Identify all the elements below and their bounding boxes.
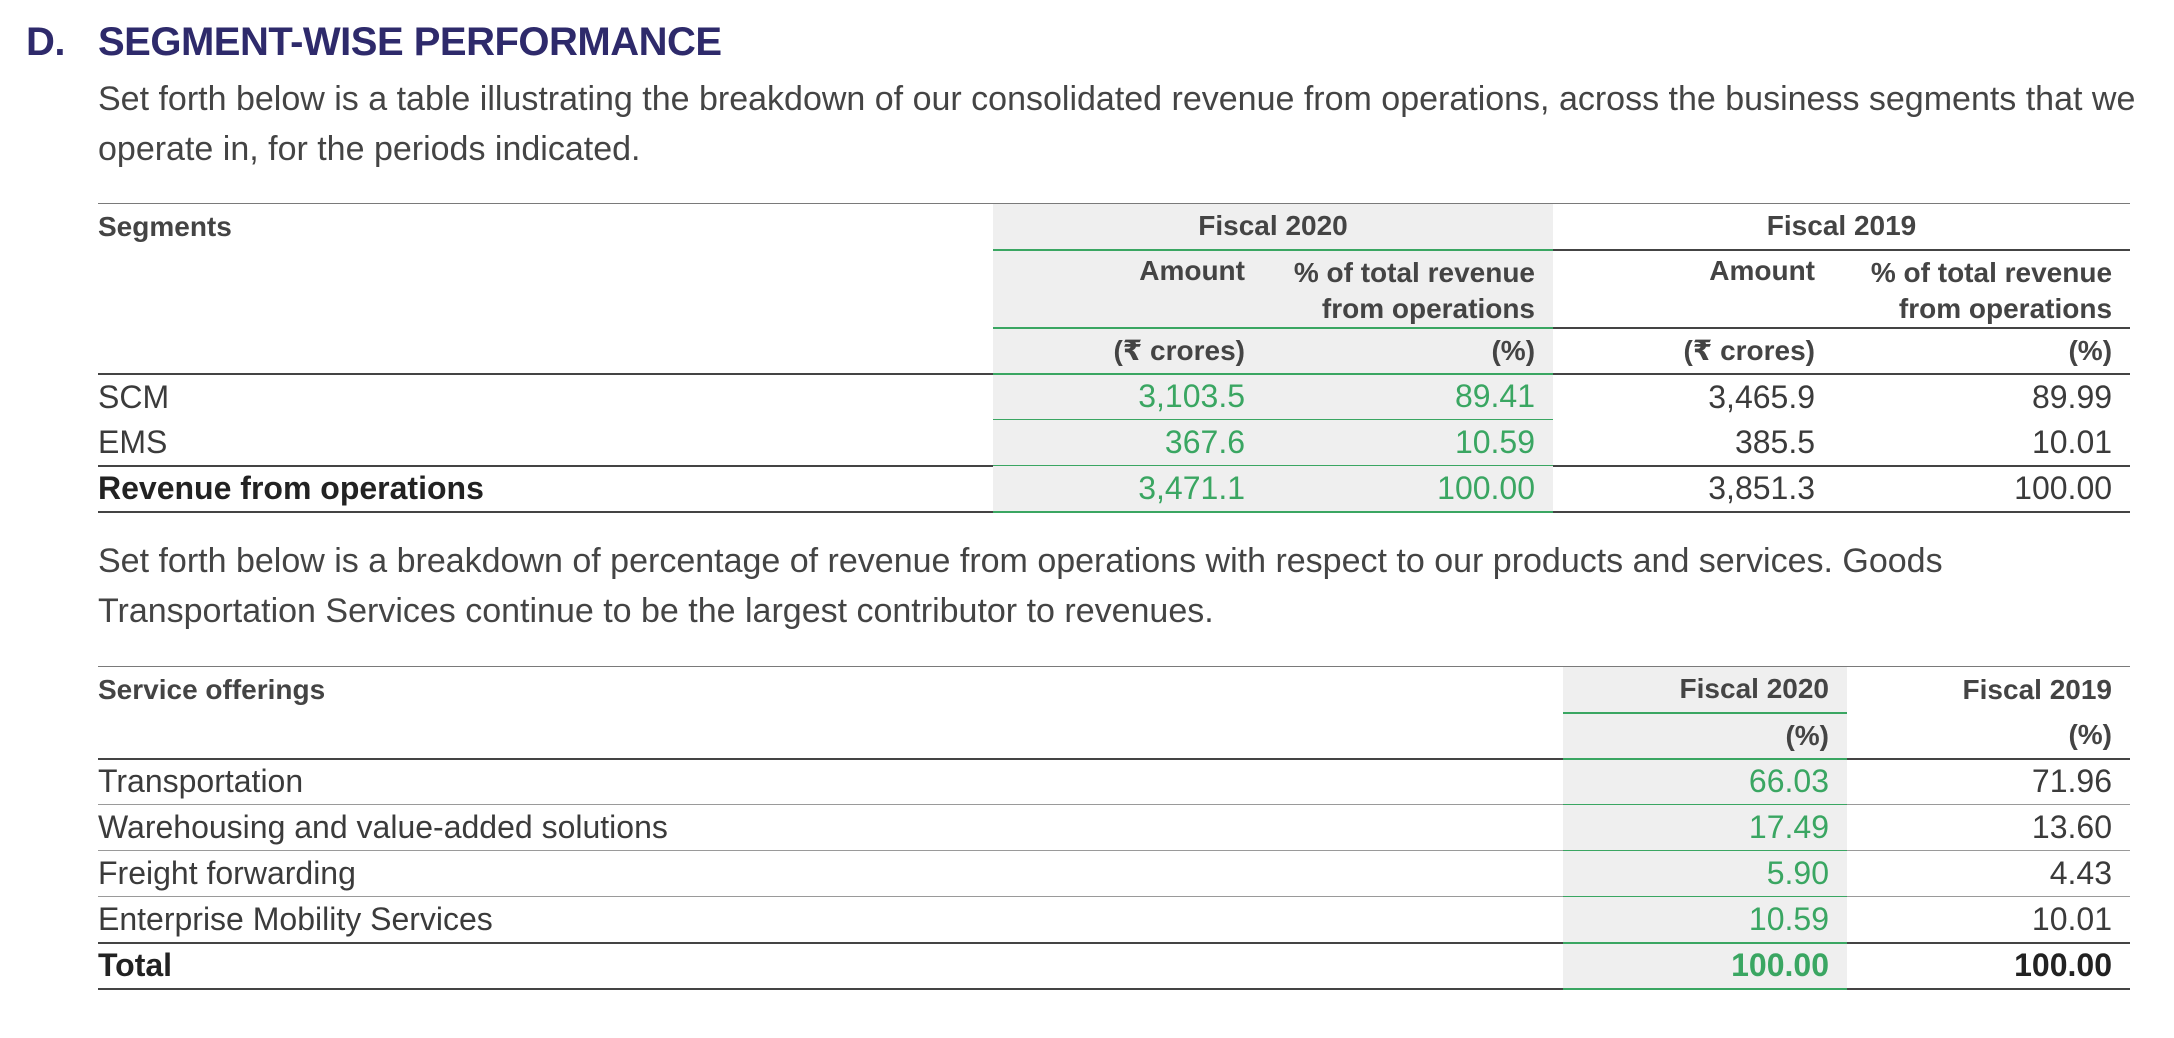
table-row: EMS 367.6 10.59 385.5 10.01 (98, 419, 2131, 467)
fiscal-2020-header: Fiscal 2020 (1563, 666, 1847, 714)
row-label: Warehousing and value-added solutions (98, 804, 1563, 851)
unit-2019: (%) (1847, 712, 2130, 760)
total-pct-2019: 100.00 (1833, 465, 2131, 513)
row-pct-2020: 10.59 (1263, 419, 1554, 466)
table-row: Freight forwarding 5.90 4.43 (98, 850, 2130, 897)
table-row: Transportation 66.03 71.96 (98, 758, 2130, 805)
unit-amount-2020: (₹ crores) (993, 327, 1263, 375)
total-amount-2019: 3,851.3 (1553, 465, 1834, 513)
units-row: (%) (%) (98, 712, 2130, 760)
service-paragraph: Set forth below is a breakdown of percen… (98, 542, 1943, 630)
total-row: Revenue from operations 3,471.1 100.00 3… (98, 465, 2131, 513)
pct-2020-line1: % of total revenue (1293, 256, 1536, 288)
row-label: SCM (98, 378, 170, 415)
row-label: Transportation (98, 758, 1563, 805)
pct-2019-line1: % of total revenue (1870, 256, 2113, 288)
row-pct-2020: 5.90 (1563, 850, 1847, 897)
section-letter: D. (26, 20, 66, 64)
fiscal-2019-header: Fiscal 2019 (1847, 666, 2130, 713)
row-amount-2020: 367.6 (993, 419, 1263, 466)
row-pct-2020: 89.41 (1263, 373, 1554, 420)
table-header-row: Segments Fiscal 2020 Fiscal 2019 (98, 203, 2131, 251)
table-row: SCM 3,103.5 89.41 3,465.9 89.99 (98, 373, 2130, 420)
total-pct-2020: 100.00 (1563, 942, 1847, 990)
row-amount-2020: 3,103.5 (993, 373, 1263, 420)
row-pct-2019: 10.01 (1833, 419, 2131, 467)
row-amount-2019: 3,465.9 (1708, 378, 1816, 415)
row-pct-2020: 66.03 (1563, 758, 1847, 805)
segment-table: Segments Fiscal 2020 Fiscal 2019 Amount … (98, 203, 2131, 513)
total-row: Total 100.00 100.00 (98, 942, 2130, 990)
section-title: SEGMENT-WISE PERFORMANCE (98, 20, 722, 64)
table-header-row: Service offerings Fiscal 2020 Fiscal 201… (98, 666, 2130, 714)
row-pct-2020: 17.49 (1563, 804, 1847, 851)
row-pct-2020: 10.59 (1563, 896, 1847, 944)
total-pct-2019: 100.00 (1847, 942, 2130, 990)
row-pct-2019: 4.43 (1847, 850, 2130, 897)
intro-paragraph: Set forth below is a table illustrating … (98, 80, 2136, 168)
fiscal-2019-header: Fiscal 2019 (1553, 203, 2131, 251)
row-pct-2019: 13.60 (1847, 804, 2130, 851)
amount-2019-header: Amount (1553, 249, 1834, 329)
table-row: Warehousing and value-added solutions 17… (98, 804, 2130, 851)
total-label: Total (98, 942, 1563, 990)
pct-2020-header: % of total revenue from operations (1263, 249, 1554, 329)
amount-2020-header: Amount (993, 249, 1263, 329)
fiscal-2020-header: Fiscal 2020 (993, 203, 1554, 251)
row-label: Freight forwarding (98, 850, 1563, 897)
table-row: Enterprise Mobility Services 10.59 10.01 (98, 896, 2130, 944)
pct-2020-line2: from operations (1321, 292, 1536, 324)
unit-amount-2019: (₹ crores) (1553, 327, 1834, 375)
service-table: Service offerings Fiscal 2020 Fiscal 201… (98, 666, 2130, 990)
segments-header: Segments (98, 203, 993, 250)
unit-2020: (%) (1563, 712, 1847, 760)
unit-pct-2019: (%) (1833, 327, 2131, 375)
section-heading: D. SEGMENT-WISE PERFORMANCE (26, 20, 722, 65)
units-row: (₹ crores) (%) (₹ crores) (%) (98, 327, 2131, 375)
total-label: Revenue from operations (98, 465, 993, 513)
service-offerings-header: Service offerings (98, 666, 1563, 713)
row-pct-2019: 89.99 (2031, 378, 2113, 415)
row-label: EMS (98, 419, 993, 467)
total-pct-2020: 100.00 (1263, 465, 1554, 513)
row-label: Enterprise Mobility Services (98, 896, 1563, 944)
pct-2019-line2: from operations (1898, 292, 2113, 324)
total-amount-2020: 3,471.1 (993, 465, 1263, 513)
row-pct-2019: 71.96 (1847, 758, 2130, 805)
table-subheader-row: Amount % of total revenue from operation… (98, 249, 2131, 329)
pct-2019-header: % of total revenue from operations (1833, 249, 2131, 329)
unit-pct-2020: (%) (1263, 327, 1554, 375)
row-amount-2019: 385.5 (1553, 419, 1834, 467)
row-pct-2019: 10.01 (1847, 896, 2130, 944)
